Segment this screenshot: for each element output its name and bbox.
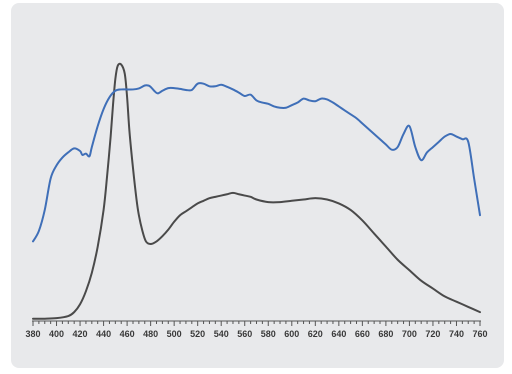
x-tick-label: 760 <box>472 329 487 339</box>
x-tick-label: 700 <box>402 329 417 339</box>
series-line-1 <box>32 82 481 243</box>
x-tick-label: 640 <box>331 329 346 339</box>
x-tick-label: 620 <box>308 329 323 339</box>
x-tick-label: 520 <box>190 329 205 339</box>
x-tick-label: 600 <box>284 329 299 339</box>
x-tick-label: 680 <box>378 329 393 339</box>
x-tick-label: 540 <box>214 329 229 339</box>
x-axis: 380 400 420 440 460 480 500 520 540 560 580 600 620 6… <box>25 320 488 339</box>
x-tick-label: 420 <box>73 329 88 339</box>
series-line-2 <box>32 62 481 320</box>
x-tick-label: 440 <box>96 329 111 339</box>
x-tick-label: 560 <box>237 329 252 339</box>
series-layer <box>32 62 481 320</box>
x-tick-label: 500 <box>167 329 182 339</box>
x-tick-label: 460 <box>120 329 135 339</box>
chart-card <box>11 3 504 368</box>
x-tick-label: 660 <box>355 329 370 339</box>
x-tick-label: 480 <box>143 329 158 339</box>
x-tick-label: 720 <box>425 329 440 339</box>
x-tick-label: 580 <box>261 329 276 339</box>
x-tick-label: 740 <box>449 329 464 339</box>
x-tick-label: 400 <box>49 329 64 339</box>
x-tick-label: 380 <box>25 329 40 339</box>
